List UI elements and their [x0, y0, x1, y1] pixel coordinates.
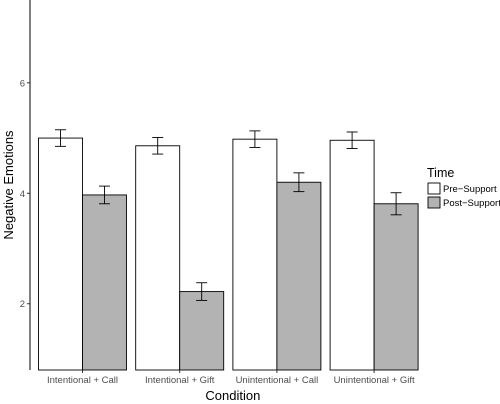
legend-key — [427, 182, 441, 195]
legend-label: Pre−Support — [443, 184, 497, 195]
bar-pre-support — [135, 145, 181, 371]
bar-pre-support — [329, 139, 375, 371]
y-axis-title: Negative Emotions — [1, 130, 16, 240]
legend-label: Post−Support — [443, 198, 500, 209]
error-bar — [249, 130, 261, 148]
bar-post-support — [276, 181, 322, 371]
y-tick-label: 2 — [20, 299, 25, 310]
error-bar — [293, 172, 305, 193]
x-tick-label: Unintentional + Call — [236, 375, 319, 386]
legend: Time Pre−Support Post−Support — [427, 166, 500, 209]
error-bar — [99, 185, 110, 205]
error-bar — [55, 129, 66, 147]
x-tick-label: Intentional + Gift — [145, 375, 215, 386]
error-bar — [152, 137, 164, 155]
x-tick-label: Unintentional + Gift — [334, 375, 415, 386]
y-tick-label: 4 — [20, 189, 25, 200]
bar-post-support — [179, 291, 225, 371]
bar-post-support — [82, 194, 127, 371]
error-bar — [346, 131, 358, 150]
y-tick-label: 6 — [20, 78, 25, 89]
bar-post-support — [373, 203, 419, 371]
error-bar — [196, 282, 208, 301]
error-bar — [390, 192, 402, 216]
plot-area — [38, 129, 419, 371]
x-axis-ticks: Intentional + Call Intentional + Gift Unin… — [47, 370, 415, 386]
bar-pre-support — [38, 137, 83, 371]
legend-key — [427, 196, 441, 209]
legend-title: Time — [427, 166, 454, 180]
y-axis-ticks: 2 4 6 — [20, 78, 30, 310]
x-axis-title: Condition — [205, 388, 260, 403]
x-tick-label: Intentional + Call — [47, 375, 118, 386]
bar-pre-support — [232, 138, 278, 371]
